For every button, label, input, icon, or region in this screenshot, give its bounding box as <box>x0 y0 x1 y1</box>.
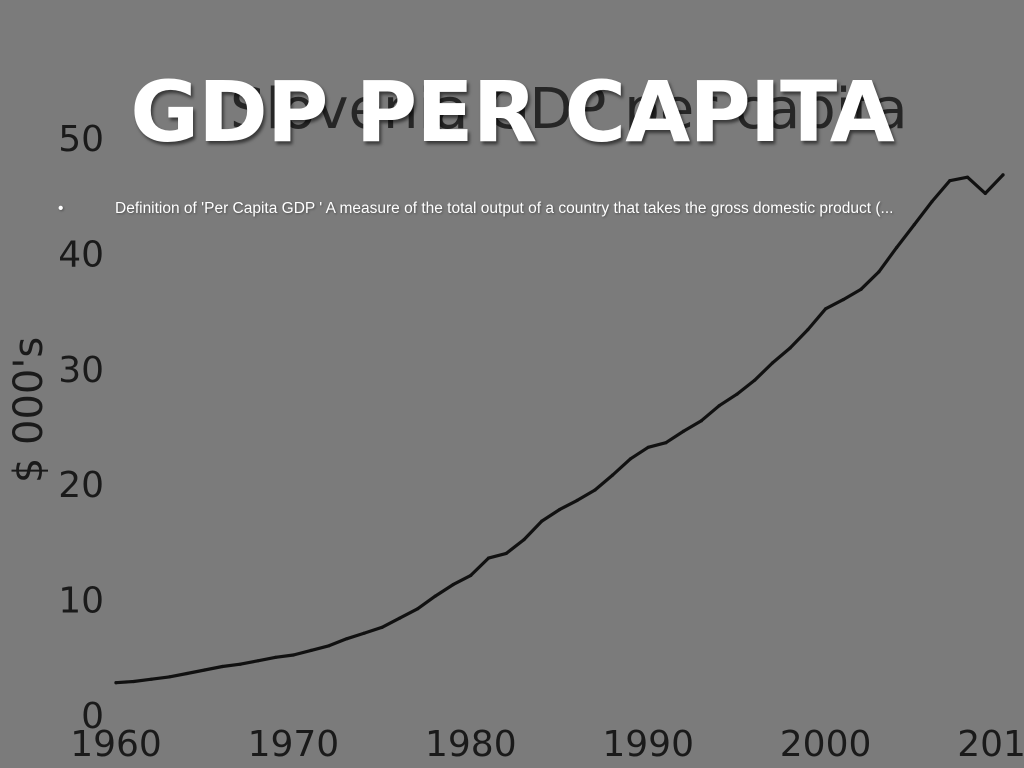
data-point <box>469 573 473 578</box>
data-point <box>930 199 934 204</box>
data-point <box>788 346 792 350</box>
data-point <box>948 179 952 183</box>
y-tick-label: 10 <box>58 581 104 622</box>
y-axis-ticks: 0 10 20 30 40 50 <box>58 119 104 737</box>
data-point <box>841 298 845 302</box>
data-point <box>380 625 384 629</box>
data-point <box>806 328 810 332</box>
data-point <box>770 361 775 365</box>
data-point <box>664 441 668 445</box>
data-point <box>398 616 402 620</box>
data-point <box>203 668 207 672</box>
x-tick-label: 2000 <box>780 724 872 765</box>
data-points <box>114 173 1005 685</box>
data-point <box>309 648 313 653</box>
data-point <box>167 675 171 679</box>
data-point <box>699 419 704 423</box>
bullet-text: Definition of 'Per Capita GDP ' A measur… <box>115 200 894 217</box>
data-point <box>753 378 757 382</box>
data-point <box>682 429 686 433</box>
data-point <box>824 307 828 311</box>
data-point <box>628 457 633 461</box>
x-tick-label: 2010 <box>957 724 1024 765</box>
y-tick-label: 0 <box>81 696 104 737</box>
y-tick-label: 50 <box>58 119 104 160</box>
data-point <box>256 659 260 663</box>
y-tick-label: 20 <box>58 465 104 506</box>
data-point <box>185 671 189 676</box>
data-point <box>362 631 366 635</box>
data-point <box>611 473 615 477</box>
x-tick-label: 1990 <box>602 724 694 765</box>
data-point <box>593 488 597 492</box>
chart-title: Slovenia GDP per capita <box>230 77 908 142</box>
y-tick-label: 40 <box>58 234 104 275</box>
x-tick-label: 1960 <box>70 724 162 765</box>
slide-title: GDP PER CAPITA <box>130 63 895 161</box>
data-point <box>983 191 987 195</box>
data-point <box>646 445 650 449</box>
data-point <box>433 594 437 598</box>
bullet-dot: • <box>58 200 64 217</box>
data-point <box>912 223 916 227</box>
x-axis-ticks: 1960 1970 1980 1990 2000 2010 <box>70 724 1024 765</box>
data-point <box>859 287 863 291</box>
data-point <box>895 246 899 250</box>
data-point <box>220 664 224 669</box>
data-point <box>522 538 526 542</box>
y-tick-label: 30 <box>58 350 104 391</box>
data-point <box>327 644 331 648</box>
data-point <box>504 551 508 556</box>
y-axis-label: $ 000's <box>6 337 52 483</box>
data-point <box>238 662 242 666</box>
data-point <box>557 508 562 512</box>
data-point <box>114 681 118 685</box>
data-point <box>451 583 455 587</box>
data-point <box>575 498 579 502</box>
data-point <box>274 655 278 659</box>
data-point <box>291 653 295 657</box>
data-point <box>149 677 154 681</box>
data-point <box>1001 173 1005 177</box>
data-point <box>540 519 544 523</box>
data-point <box>735 392 739 396</box>
data-point <box>965 175 970 179</box>
x-tick-label: 1970 <box>248 724 340 765</box>
data-point <box>132 679 136 684</box>
data-point <box>717 404 721 408</box>
x-tick-label: 1980 <box>425 724 517 765</box>
gdp-series-line <box>114 173 1005 685</box>
data-point <box>345 637 349 641</box>
data-point <box>416 607 420 611</box>
data-point <box>877 270 881 274</box>
data-point <box>486 556 491 560</box>
bullet-item: • Definition of 'Per Capita GDP ' A meas… <box>58 200 1018 224</box>
